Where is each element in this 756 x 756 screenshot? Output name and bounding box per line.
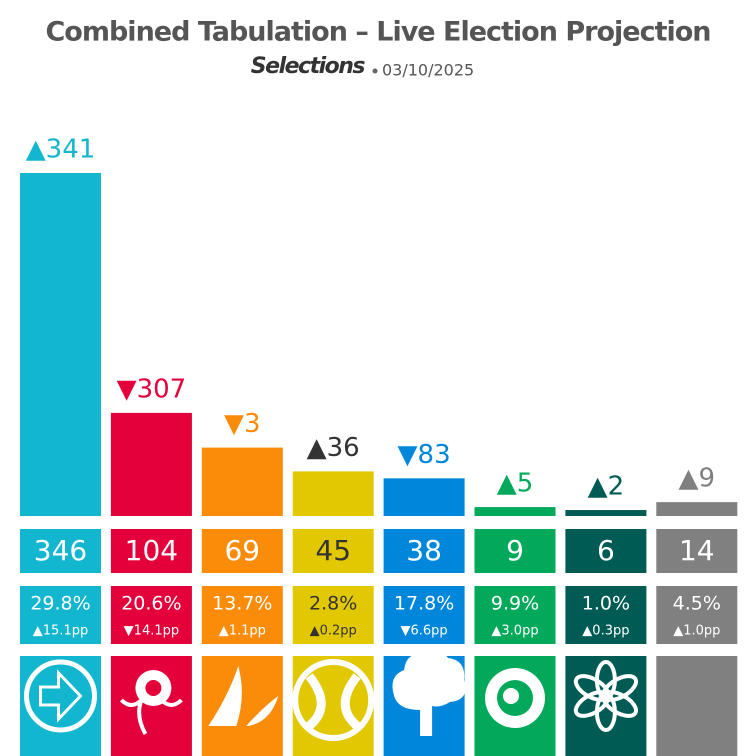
seat-change-label: ▲9 bbox=[679, 464, 716, 494]
party-logo bbox=[474, 656, 556, 756]
logo-shape bbox=[573, 674, 611, 702]
logo-shape bbox=[292, 659, 375, 741]
vote-box bbox=[292, 586, 374, 644]
vote-box bbox=[565, 586, 647, 644]
seat-count: 6 bbox=[597, 534, 615, 567]
seat-count: 38 bbox=[406, 534, 442, 567]
seat-box bbox=[201, 529, 283, 573]
bar bbox=[565, 510, 647, 516]
seat-change-label: ▲36 bbox=[307, 433, 360, 463]
seat-box bbox=[383, 529, 465, 573]
vote-share: 4.5% bbox=[673, 593, 721, 615]
bar bbox=[292, 471, 374, 516]
seat-change-label: ▲2 bbox=[588, 472, 625, 502]
party-logo bbox=[20, 656, 101, 756]
seat-box bbox=[474, 529, 556, 573]
vote-share: 17.8% bbox=[394, 593, 454, 615]
logo-shape bbox=[503, 688, 519, 704]
bar bbox=[656, 502, 738, 516]
vote-share: 9.9% bbox=[491, 593, 539, 615]
brand: Selections bbox=[251, 54, 366, 79]
vote-box bbox=[110, 586, 192, 644]
bar bbox=[383, 478, 465, 516]
party-logo bbox=[656, 656, 738, 756]
seat-count: 45 bbox=[315, 534, 351, 567]
vote-share: 2.8% bbox=[309, 593, 357, 615]
vote-share: 20.6% bbox=[121, 593, 181, 615]
logo-shape bbox=[39, 669, 83, 723]
logo-box bbox=[656, 656, 738, 756]
date: 03/10/2025 bbox=[382, 61, 474, 80]
seat-change-label: ▲341 bbox=[26, 135, 96, 165]
seat-box bbox=[110, 529, 192, 573]
logos bbox=[20, 650, 738, 756]
chart-title: Combined Tabulation – Live Election Proj… bbox=[45, 17, 710, 48]
seat-change-label: ▼83 bbox=[398, 440, 451, 470]
vote-change: ▲1.1pp bbox=[219, 624, 266, 639]
logo-shape bbox=[145, 680, 162, 696]
seat-box bbox=[20, 529, 101, 573]
logo-shape bbox=[119, 698, 183, 735]
logo-shape bbox=[392, 650, 466, 736]
bar bbox=[474, 507, 556, 516]
logo-shape bbox=[208, 666, 279, 726]
vote-change: ▲0.2pp bbox=[310, 624, 357, 639]
bar bbox=[110, 412, 192, 516]
seat-box bbox=[656, 529, 738, 573]
vote-box bbox=[20, 586, 101, 644]
party-logo bbox=[292, 656, 375, 756]
seat-change-label: ▼307 bbox=[117, 374, 187, 404]
logo-shape bbox=[305, 673, 361, 730]
vote-change: ▲15.1pp bbox=[33, 624, 88, 639]
vote-box bbox=[656, 586, 738, 644]
party-logo bbox=[110, 656, 192, 756]
seat-box bbox=[565, 529, 647, 573]
vote-share: 1.0% bbox=[582, 593, 630, 615]
seat-change-label: ▼3 bbox=[224, 409, 261, 439]
party-logo bbox=[383, 650, 466, 756]
seat-box bbox=[292, 529, 374, 573]
seat-count: 9 bbox=[506, 534, 524, 567]
logo-shape bbox=[24, 659, 97, 733]
separator bbox=[372, 68, 378, 74]
seat-count: 14 bbox=[679, 534, 715, 567]
vote-box bbox=[474, 586, 556, 644]
bar bbox=[20, 173, 101, 516]
vote-change: ▲0.3pp bbox=[582, 624, 629, 639]
vote-share: 13.7% bbox=[212, 593, 272, 615]
vote-change: ▼14.1pp bbox=[124, 624, 179, 639]
vote-change: ▼6.6pp bbox=[401, 624, 448, 639]
seat-count: 104 bbox=[125, 534, 178, 567]
vote-box bbox=[201, 586, 283, 644]
party-logo bbox=[201, 656, 283, 756]
bar bbox=[201, 447, 283, 516]
vote-change: ▲1.0pp bbox=[673, 624, 720, 639]
party-logo bbox=[565, 656, 647, 756]
seat-change-label: ▲5 bbox=[497, 469, 534, 499]
vote-share: 29.8% bbox=[30, 593, 90, 615]
seat-count: 69 bbox=[224, 534, 260, 567]
vote-change: ▲3.0pp bbox=[491, 624, 538, 639]
seat-count: 346 bbox=[34, 534, 87, 567]
vote-box bbox=[383, 586, 465, 644]
